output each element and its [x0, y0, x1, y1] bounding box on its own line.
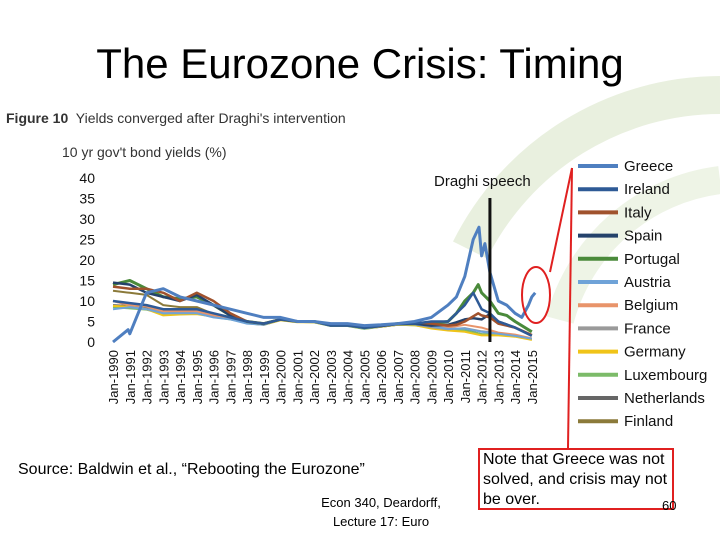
x-tick-label: Jan-1995 — [190, 350, 205, 404]
x-tick-label: Jan-1996 — [207, 350, 222, 404]
x-tick-label: Jan-1997 — [223, 350, 238, 404]
y-tick-label: 35 — [79, 191, 95, 207]
legend-label-finland: Finland — [624, 413, 673, 430]
y-axis-ticks: 40 35 30 25 20 15 10 5 0 — [79, 170, 95, 350]
y-tick-label: 40 — [79, 170, 95, 186]
arrow-to-ellipse — [549, 167, 573, 273]
slide-title: The Eurozone Crisis: Timing — [96, 40, 624, 87]
x-tick-label: Jan-1994 — [173, 350, 188, 404]
legend-label-france: France — [624, 320, 671, 337]
x-tick-label: Jan-1991 — [123, 350, 138, 404]
x-tick-label: Jan-2004 — [341, 350, 356, 404]
lecture-footer: Econ 340, Deardorff, Lecture 17: Euro — [321, 495, 441, 529]
x-tick-label: Jan-1992 — [140, 350, 155, 404]
figure-label: Figure 10 — [6, 110, 69, 126]
x-tick-label: Jan-2014 — [508, 350, 523, 404]
x-tick-label: Jan-2011 — [458, 350, 473, 403]
x-tick-label: Jan-1993 — [156, 350, 171, 404]
x-tick-label: Jan-2001 — [290, 350, 305, 404]
series-line-ireland — [112, 291, 533, 338]
x-tick-label: Jan-2010 — [441, 350, 456, 404]
legend-label-spain: Spain — [624, 228, 662, 245]
legend-label-netherlands: Netherlands — [624, 390, 705, 407]
legend-label-portugal: Portugal — [624, 251, 680, 268]
series-line-greece — [112, 225, 537, 344]
arrow-to-note — [567, 167, 573, 449]
legend-label-austria: Austria — [624, 274, 671, 291]
x-tick-label: Jan-1999 — [257, 350, 272, 404]
x-tick-label: Jan-2000 — [274, 350, 289, 404]
legend-label-ireland: Ireland — [624, 181, 670, 198]
x-tick-label: Jan-2012 — [475, 350, 490, 404]
x-tick-label: Jan-2006 — [374, 350, 389, 404]
page-number: 60 — [662, 498, 677, 513]
x-tick-label: Jan-2015 — [525, 350, 540, 404]
legend-label-italy: Italy — [624, 204, 652, 221]
legend-label-greece: Greece — [624, 158, 673, 175]
y-tick-label: 30 — [79, 211, 95, 227]
decor-curve-outer — [453, 76, 720, 259]
y-tick-label: 15 — [79, 273, 95, 289]
y-axis-label: 10 yr gov't bond yields (%) — [62, 144, 227, 160]
x-tick-label: Jan-2003 — [324, 350, 339, 404]
x-tick-label: Jan-2008 — [408, 350, 423, 404]
highlight-ellipse — [521, 266, 551, 324]
legend-label-belgium: Belgium — [624, 297, 678, 314]
legend: Greece Ireland Italy Spain Portugal Austria Be… — [578, 158, 707, 430]
y-tick-label: 10 — [79, 293, 95, 309]
annotation-arrow — [521, 167, 573, 449]
legend-label-luxembourg: Luxembourg — [624, 367, 707, 384]
draghi-label: Draghi speech — [434, 173, 531, 190]
figure-caption: Figure 10 Yields converged after Draghi'… — [6, 110, 346, 126]
y-tick-label: 25 — [79, 232, 95, 248]
x-tick-label: Jan-2007 — [391, 350, 406, 404]
x-axis-ticks: Jan-1990 Jan-1991 Jan-1992 Jan-1993 Jan-1994… — [106, 350, 540, 404]
x-tick-label: Jan-1998 — [240, 350, 255, 404]
x-tick-label: Jan-2002 — [307, 350, 322, 404]
x-tick-label: Jan-2009 — [424, 350, 439, 404]
x-tick-label: Jan-2005 — [357, 350, 372, 404]
y-tick-label: 20 — [79, 252, 95, 268]
legend-label-germany: Germany — [624, 344, 686, 361]
source-citation: Source: Baldwin et al., “Rebooting the E… — [18, 461, 365, 478]
y-tick-label: 0 — [87, 334, 95, 350]
series-lines — [112, 225, 537, 344]
x-tick-label: Jan-1990 — [106, 350, 121, 404]
x-tick-label: Jan-2013 — [491, 350, 506, 404]
draghi-annotation: Draghi speech — [434, 173, 531, 342]
y-tick-label: 5 — [87, 314, 95, 330]
figure-caption-text: Yields converged after Draghi's interven… — [75, 110, 346, 126]
note-box: Note that Greece was not solved, and cri… — [478, 448, 674, 510]
